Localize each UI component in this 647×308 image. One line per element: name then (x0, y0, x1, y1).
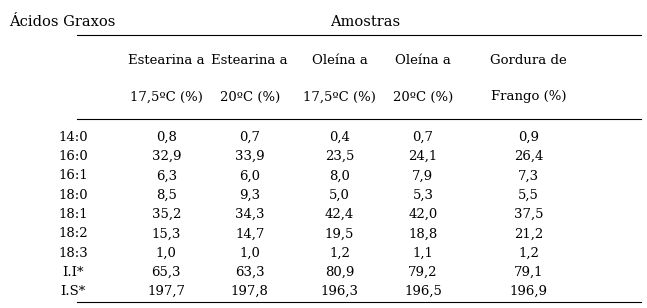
Text: 14:0: 14:0 (58, 131, 88, 144)
Text: Gordura de: Gordura de (490, 54, 567, 67)
Text: 6,0: 6,0 (239, 169, 260, 182)
Text: 17,5ºC (%): 17,5ºC (%) (130, 91, 203, 103)
Text: 19,5: 19,5 (325, 227, 354, 240)
Text: 5,3: 5,3 (412, 189, 433, 202)
Text: 5,5: 5,5 (518, 189, 539, 202)
Text: 0,4: 0,4 (329, 131, 350, 144)
Text: 79,2: 79,2 (408, 266, 437, 279)
Text: 9,3: 9,3 (239, 189, 260, 202)
Text: 1,2: 1,2 (329, 246, 350, 260)
Text: 35,2: 35,2 (151, 208, 181, 221)
Text: 34,3: 34,3 (235, 208, 265, 221)
Text: 65,3: 65,3 (151, 266, 181, 279)
Text: Oleína a: Oleína a (312, 54, 367, 67)
Text: 16:0: 16:0 (58, 150, 88, 163)
Text: 5,0: 5,0 (329, 189, 350, 202)
Text: 8,5: 8,5 (156, 189, 177, 202)
Text: 7,3: 7,3 (518, 169, 540, 182)
Text: 196,5: 196,5 (404, 285, 442, 298)
Text: 32,9: 32,9 (151, 150, 181, 163)
Text: 80,9: 80,9 (325, 266, 354, 279)
Text: 18:1: 18:1 (58, 208, 88, 221)
Text: 0,7: 0,7 (412, 131, 433, 144)
Text: 14,7: 14,7 (235, 227, 265, 240)
Text: 1,0: 1,0 (239, 246, 260, 260)
Text: 17,5ºC (%): 17,5ºC (%) (303, 91, 376, 103)
Text: 18:2: 18:2 (58, 227, 88, 240)
Text: 23,5: 23,5 (325, 150, 354, 163)
Text: 18,8: 18,8 (408, 227, 437, 240)
Text: 42,4: 42,4 (325, 208, 354, 221)
Text: 79,1: 79,1 (514, 266, 543, 279)
Text: 18:3: 18:3 (58, 246, 88, 260)
Text: Oleína a: Oleína a (395, 54, 451, 67)
Text: 20ºC (%): 20ºC (%) (393, 91, 453, 103)
Text: 7,9: 7,9 (412, 169, 433, 182)
Text: Estearina a: Estearina a (128, 54, 204, 67)
Text: 63,3: 63,3 (235, 266, 265, 279)
Text: 197,7: 197,7 (148, 285, 185, 298)
Text: 196,3: 196,3 (320, 285, 358, 298)
Text: 1,1: 1,1 (413, 246, 433, 260)
Text: 0,9: 0,9 (518, 131, 539, 144)
Text: Frango (%): Frango (%) (491, 91, 567, 103)
Text: 20ºC (%): 20ºC (%) (219, 91, 280, 103)
Text: 0,8: 0,8 (156, 131, 177, 144)
Text: I.S*: I.S* (61, 285, 86, 298)
Text: 196,9: 196,9 (510, 285, 548, 298)
Text: 1,0: 1,0 (156, 246, 177, 260)
Text: Estearina a: Estearina a (212, 54, 288, 67)
Text: I.I*: I.I* (63, 266, 84, 279)
Text: Ácidos Graxos: Ácidos Graxos (9, 15, 116, 29)
Text: 197,8: 197,8 (231, 285, 269, 298)
Text: 24,1: 24,1 (408, 150, 437, 163)
Text: 18:0: 18:0 (58, 189, 88, 202)
Text: 21,2: 21,2 (514, 227, 543, 240)
Text: 33,9: 33,9 (235, 150, 265, 163)
Text: 15,3: 15,3 (151, 227, 181, 240)
Text: 0,7: 0,7 (239, 131, 260, 144)
Text: 6,3: 6,3 (156, 169, 177, 182)
Text: 16:1: 16:1 (58, 169, 88, 182)
Text: 42,0: 42,0 (408, 208, 437, 221)
Text: 37,5: 37,5 (514, 208, 543, 221)
Text: 1,2: 1,2 (518, 246, 539, 260)
Text: 8,0: 8,0 (329, 169, 350, 182)
Text: Amostras: Amostras (330, 15, 400, 29)
Text: 26,4: 26,4 (514, 150, 543, 163)
